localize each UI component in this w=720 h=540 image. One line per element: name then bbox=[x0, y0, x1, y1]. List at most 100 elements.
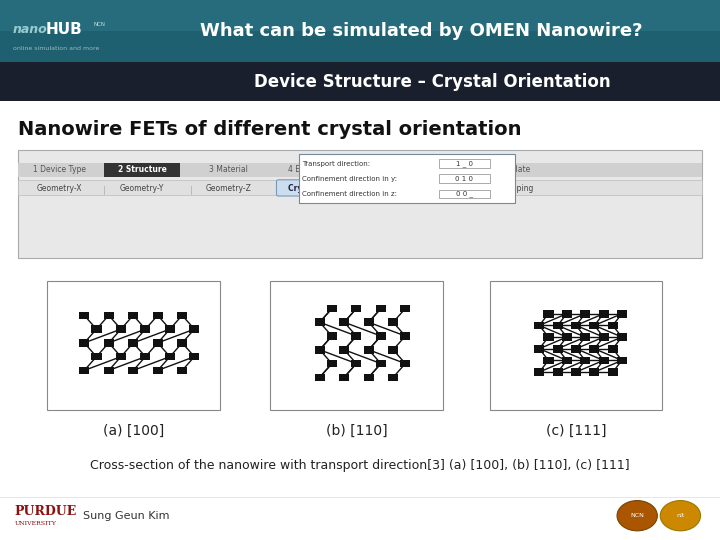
Bar bbox=[327, 332, 337, 340]
Bar bbox=[128, 312, 138, 319]
Bar bbox=[79, 312, 89, 319]
Bar bbox=[388, 346, 398, 354]
Bar bbox=[534, 345, 544, 353]
Bar bbox=[571, 368, 581, 376]
Bar bbox=[315, 319, 325, 326]
Bar bbox=[598, 356, 608, 364]
Text: Crystal Orientation: Crystal Orientation bbox=[288, 184, 371, 193]
Text: 0 0 _: 0 0 _ bbox=[456, 191, 473, 197]
Text: Strain: Strain bbox=[423, 184, 445, 193]
Bar bbox=[18, 180, 702, 195]
Bar bbox=[315, 374, 325, 381]
FancyBboxPatch shape bbox=[276, 180, 382, 196]
Bar bbox=[364, 346, 374, 354]
Bar bbox=[608, 322, 618, 329]
Text: 0 1 0: 0 1 0 bbox=[456, 176, 474, 182]
Bar bbox=[189, 353, 199, 361]
Text: 2 Structure: 2 Structure bbox=[118, 165, 166, 174]
Bar bbox=[562, 310, 572, 318]
FancyBboxPatch shape bbox=[299, 154, 515, 202]
Bar bbox=[608, 345, 618, 353]
Bar bbox=[439, 190, 490, 198]
Bar bbox=[608, 368, 618, 376]
Bar bbox=[580, 310, 590, 318]
Text: HUB: HUB bbox=[45, 22, 82, 37]
Bar bbox=[590, 322, 600, 329]
Bar bbox=[376, 305, 386, 312]
Bar bbox=[553, 322, 563, 329]
Text: Nanowire FETs of different crystal orientation: Nanowire FETs of different crystal orien… bbox=[18, 120, 521, 139]
Bar bbox=[364, 374, 374, 381]
Text: 1 _ 0: 1 _ 0 bbox=[456, 160, 473, 167]
Text: online simulation and more: online simulation and more bbox=[13, 46, 99, 51]
Text: Sung Geun Kim: Sung Geun Kim bbox=[83, 511, 169, 521]
Bar bbox=[128, 367, 138, 374]
Bar bbox=[104, 339, 114, 347]
FancyBboxPatch shape bbox=[18, 150, 702, 258]
Bar bbox=[153, 339, 163, 347]
Text: What can be simulated by OMEN Nanowire?: What can be simulated by OMEN Nanowire? bbox=[200, 22, 642, 40]
Bar bbox=[571, 322, 581, 329]
Bar bbox=[0, 0, 720, 31]
Text: Confinement direction in z:: Confinement direction in z: bbox=[302, 191, 397, 197]
Bar bbox=[339, 346, 349, 354]
Bar bbox=[388, 374, 398, 381]
Bar bbox=[165, 353, 175, 361]
Text: PURDUE: PURDUE bbox=[14, 505, 76, 518]
Text: Geometry-Z: Geometry-Z bbox=[206, 184, 251, 193]
Text: 5 Expert Options: 5 Expert Options bbox=[387, 165, 451, 174]
Text: Doping: Doping bbox=[506, 184, 534, 193]
Bar bbox=[0, 0, 720, 62]
Bar bbox=[617, 310, 627, 318]
Text: nano: nano bbox=[13, 23, 48, 36]
Text: 4 Environments: 4 Environments bbox=[289, 165, 348, 174]
Bar bbox=[544, 310, 554, 318]
Bar bbox=[153, 312, 163, 319]
Text: NCN: NCN bbox=[630, 513, 644, 518]
Bar bbox=[400, 305, 410, 312]
Bar bbox=[0, 62, 720, 101]
Bar bbox=[351, 305, 361, 312]
Bar bbox=[400, 360, 410, 367]
Bar bbox=[140, 353, 150, 361]
Bar bbox=[79, 339, 89, 347]
Bar bbox=[177, 367, 187, 374]
Bar bbox=[580, 356, 590, 364]
Circle shape bbox=[660, 501, 701, 531]
Bar bbox=[598, 333, 608, 341]
Bar bbox=[128, 339, 138, 347]
Bar bbox=[590, 368, 600, 376]
Bar bbox=[376, 332, 386, 340]
Bar bbox=[91, 353, 102, 361]
Bar bbox=[116, 325, 126, 333]
Bar bbox=[598, 310, 608, 318]
Bar bbox=[590, 345, 600, 353]
Bar bbox=[270, 281, 443, 410]
Bar bbox=[91, 325, 102, 333]
Bar bbox=[153, 367, 163, 374]
Bar bbox=[116, 353, 126, 361]
Text: (c) [111]: (c) [111] bbox=[546, 424, 606, 438]
Bar bbox=[351, 332, 361, 340]
Bar bbox=[490, 281, 662, 410]
Bar bbox=[571, 345, 581, 353]
Bar bbox=[534, 368, 544, 376]
Bar bbox=[617, 333, 627, 341]
Bar bbox=[439, 159, 490, 168]
Bar bbox=[189, 325, 199, 333]
Bar bbox=[439, 174, 490, 183]
Bar bbox=[351, 360, 361, 367]
Text: 3 Material: 3 Material bbox=[210, 165, 248, 174]
Bar bbox=[339, 374, 349, 381]
Text: Confinement direction in y:: Confinement direction in y: bbox=[302, 176, 397, 182]
Bar bbox=[376, 360, 386, 367]
Bar bbox=[400, 332, 410, 340]
Bar bbox=[562, 333, 572, 341]
Bar bbox=[327, 360, 337, 367]
Bar bbox=[47, 281, 220, 410]
Circle shape bbox=[617, 501, 657, 531]
Bar bbox=[104, 163, 180, 177]
Text: nit: nit bbox=[676, 513, 685, 518]
Bar bbox=[562, 356, 572, 364]
Bar bbox=[165, 325, 175, 333]
